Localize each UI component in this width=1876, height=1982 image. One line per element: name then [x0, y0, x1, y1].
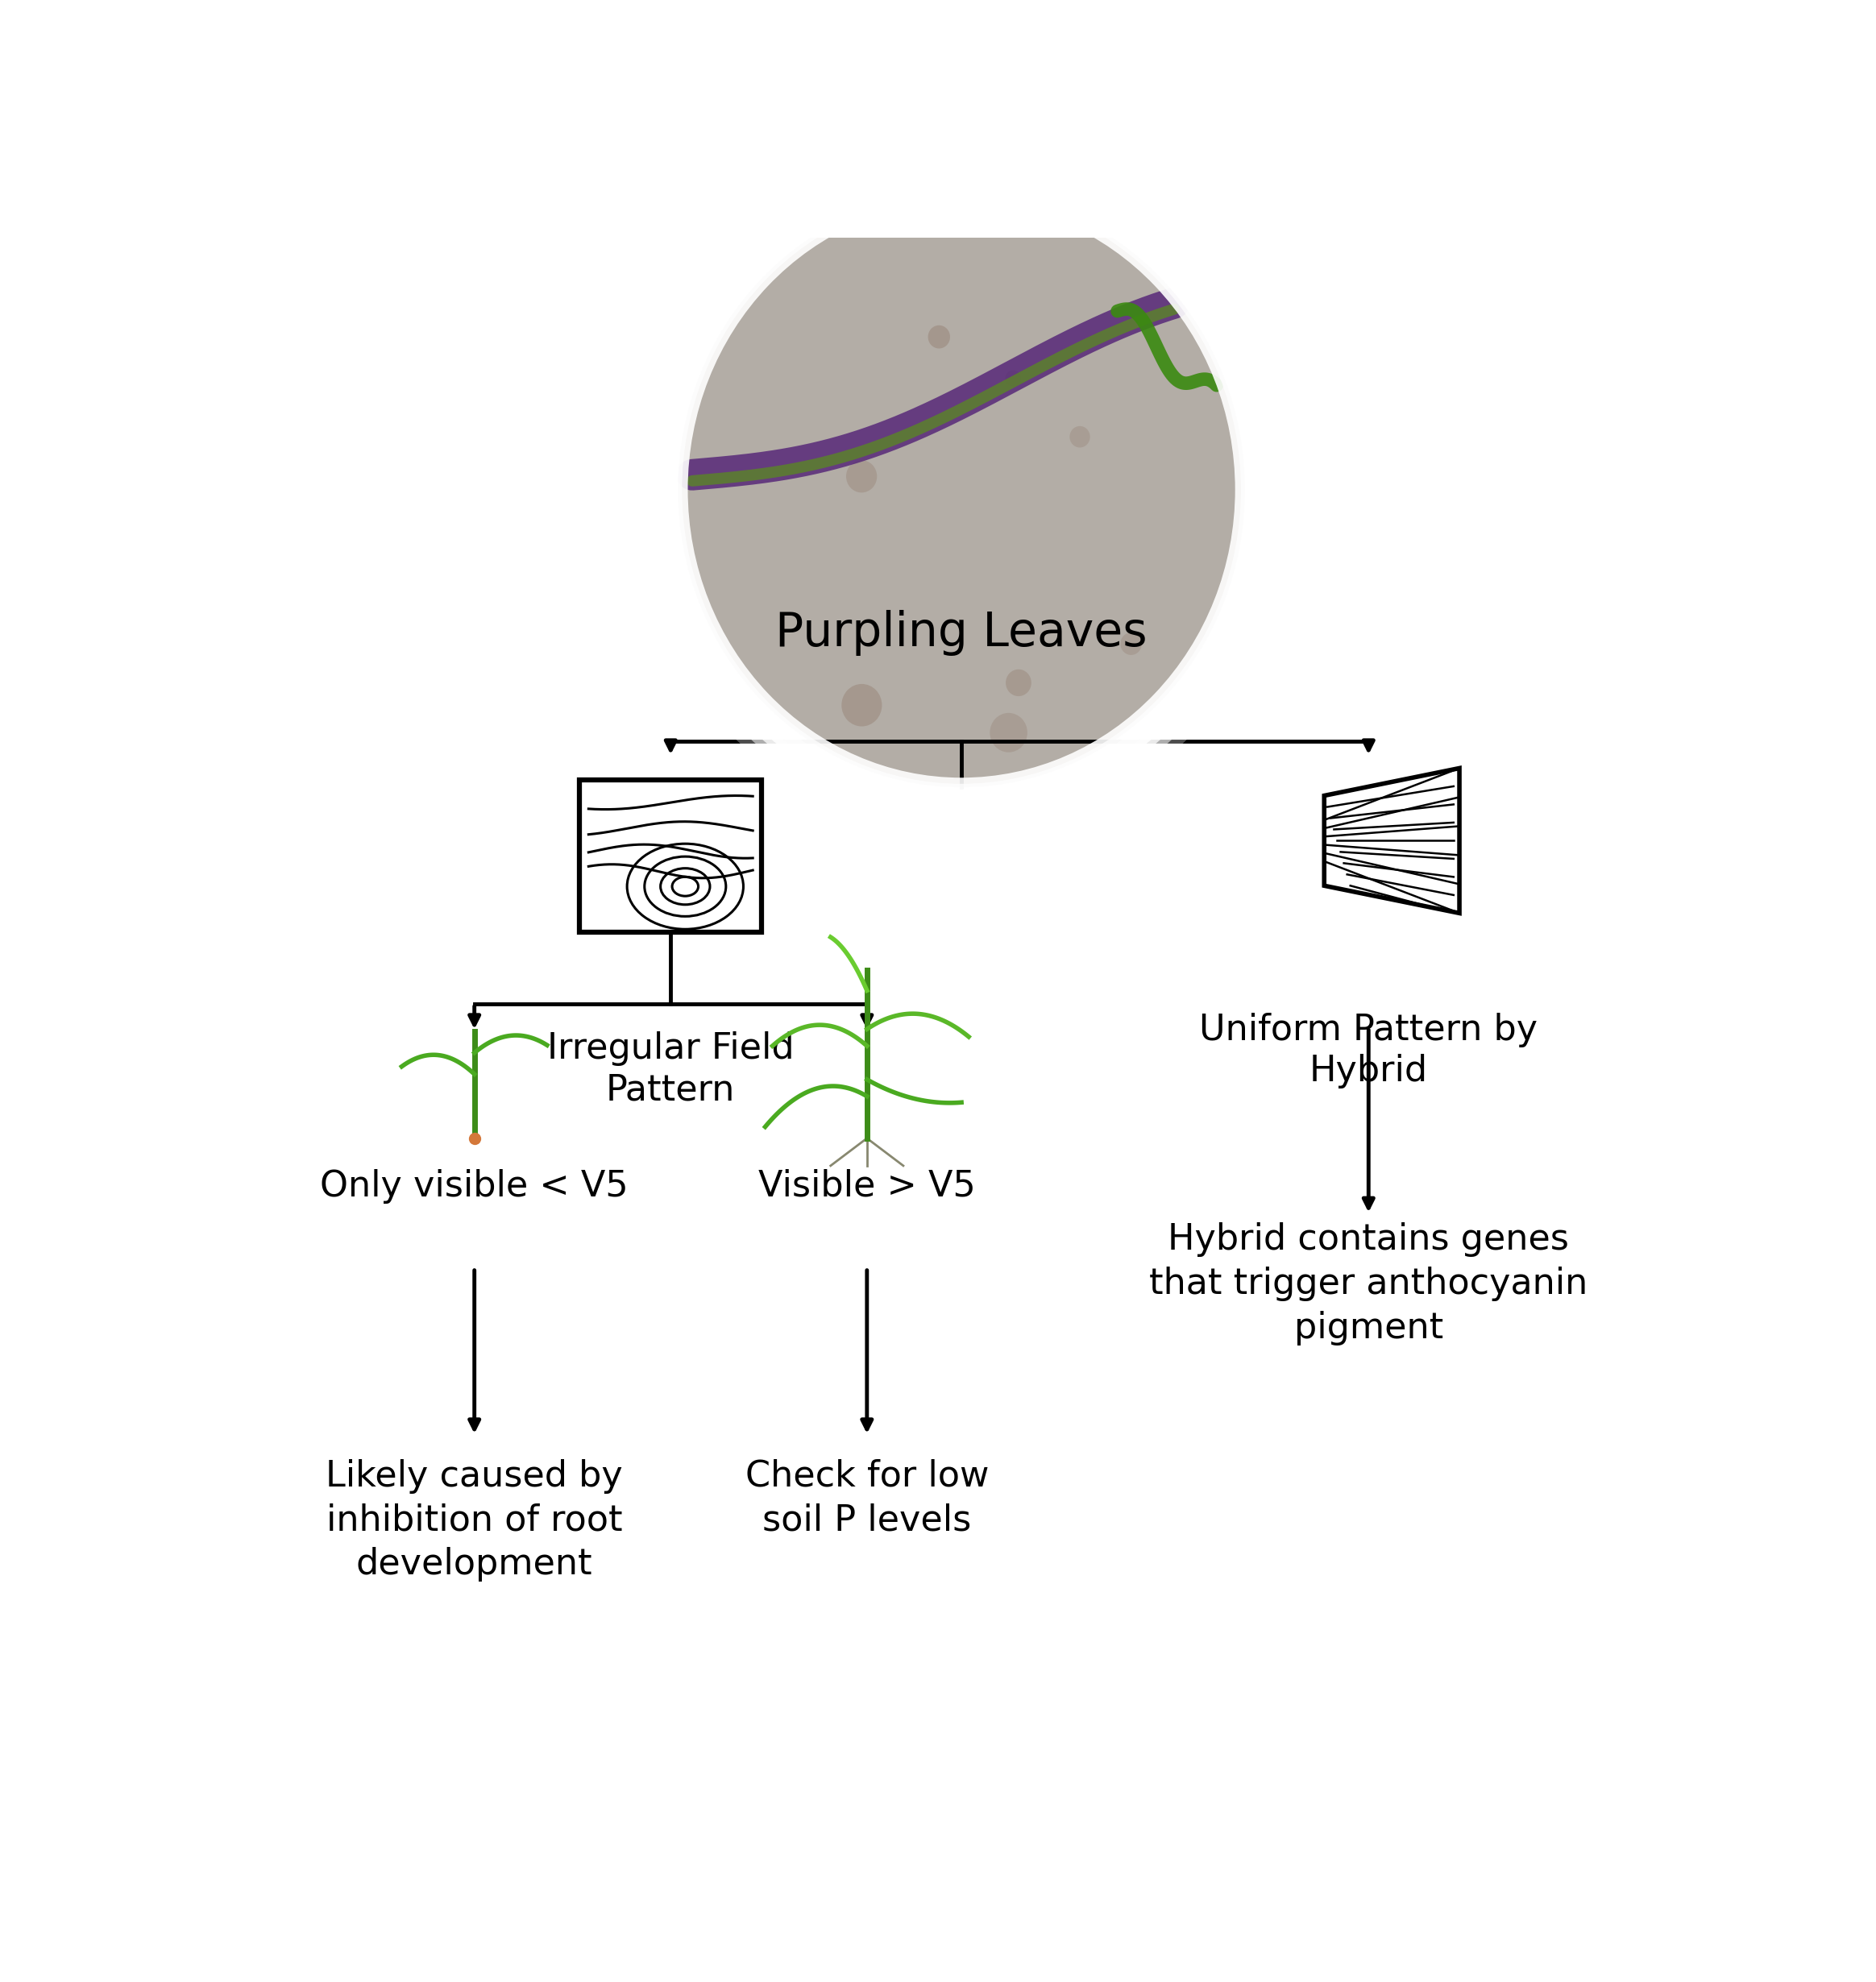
Circle shape [914, 440, 1009, 539]
Circle shape [726, 242, 1197, 737]
Circle shape [820, 341, 1103, 638]
Text: Uniform Pattern by
Hybrid: Uniform Pattern by Hybrid [1199, 1013, 1538, 1088]
Circle shape [885, 410, 1037, 569]
Text: Likely caused by
inhibition of root
development: Likely caused by inhibition of root deve… [326, 1459, 623, 1582]
Circle shape [839, 361, 1084, 618]
Circle shape [876, 400, 1047, 579]
Circle shape [848, 371, 1075, 608]
Circle shape [842, 684, 882, 725]
Circle shape [705, 222, 1218, 757]
Circle shape [951, 480, 972, 499]
Circle shape [991, 714, 1028, 753]
Circle shape [717, 232, 1206, 747]
Text: Purpling Leaves: Purpling Leaves [775, 610, 1148, 656]
Circle shape [696, 212, 1227, 767]
Circle shape [867, 390, 1056, 589]
Circle shape [801, 321, 1122, 658]
Circle shape [829, 351, 1094, 628]
Text: Hybrid contains genes
that trigger anthocyanin
pigment: Hybrid contains genes that trigger antho… [1150, 1223, 1587, 1346]
Circle shape [677, 192, 1246, 787]
Circle shape [1120, 632, 1142, 654]
Text: Check for low
soil P levels: Check for low soil P levels [745, 1459, 989, 1538]
Circle shape [773, 291, 1150, 688]
Circle shape [942, 470, 981, 509]
Circle shape [687, 202, 1236, 777]
Circle shape [1006, 371, 1021, 386]
Circle shape [810, 331, 1112, 648]
Circle shape [1069, 426, 1090, 448]
Bar [580, 779, 762, 932]
Circle shape [745, 262, 1178, 717]
Circle shape [782, 301, 1141, 678]
Circle shape [846, 460, 876, 494]
Polygon shape [1324, 769, 1460, 914]
Circle shape [929, 325, 949, 349]
Circle shape [735, 252, 1188, 727]
Text: Only visible < V5: Only visible < V5 [321, 1169, 628, 1203]
Circle shape [792, 311, 1131, 668]
Circle shape [904, 430, 1019, 549]
Circle shape [754, 272, 1169, 708]
Circle shape [895, 420, 1028, 559]
Text: Irregular Field
Pattern: Irregular Field Pattern [548, 1031, 794, 1108]
Circle shape [923, 450, 1000, 529]
Circle shape [1006, 670, 1032, 696]
Text: Visible > V5: Visible > V5 [758, 1169, 976, 1203]
Circle shape [932, 460, 991, 519]
Circle shape [857, 381, 1066, 599]
Circle shape [764, 281, 1159, 698]
